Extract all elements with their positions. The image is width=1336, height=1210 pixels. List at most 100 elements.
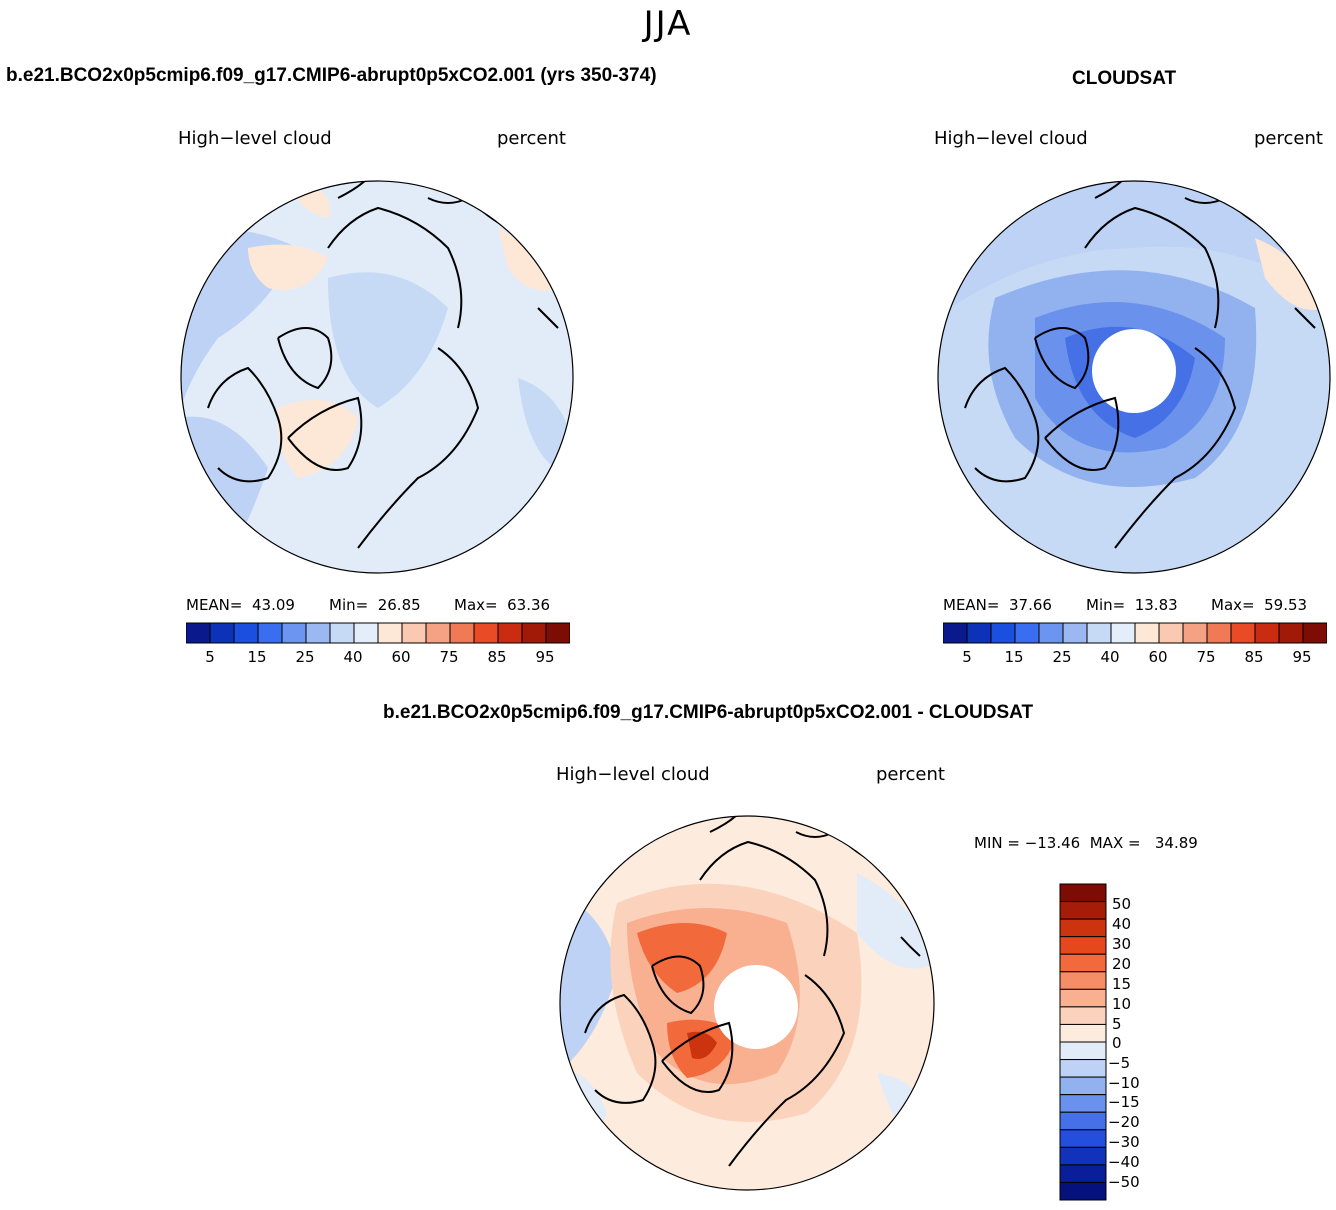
panel1-variable-label: High−level cloud <box>178 128 332 149</box>
colorbar-swatch <box>233 622 259 644</box>
colorbar-swatch <box>545 622 570 644</box>
colorbar-label: 5 <box>962 648 972 666</box>
map1-warm-patch <box>277 400 358 478</box>
colorbar-label: −5 <box>1108 1054 1131 1072</box>
colorbar-label: 85 <box>487 648 507 666</box>
map3-warm-patch <box>687 1031 717 1059</box>
colorbar-swatch <box>943 622 968 644</box>
panel2-max: Max= 59.53 <box>1211 596 1308 614</box>
map-panel2 <box>937 180 1331 574</box>
colorbar-swatch <box>1278 622 1304 644</box>
colorbar-swatch <box>401 622 427 644</box>
colorbar-swatch <box>1059 1146 1107 1166</box>
colorbar-swatch <box>353 622 379 644</box>
colorbar-swatch <box>1302 622 1327 644</box>
panel3-case-title: b.e21.BCO2x0p5cmip6.f09_g17.CMIP6-abrupt… <box>383 702 1034 723</box>
panel1-min: Min= 26.85 <box>329 596 421 614</box>
colorbar-label: 95 <box>535 648 555 666</box>
colorbar-label: −50 <box>1108 1173 1140 1191</box>
colorbar-swatch <box>1062 622 1088 644</box>
colorbar-panel1-labels: 5 15 25 40 60 75 85 95 <box>186 648 570 670</box>
colorbar-label: −10 <box>1108 1074 1140 1092</box>
colorbar-swatch <box>1059 1094 1107 1113</box>
panel2-case-title: CLOUDSAT <box>1072 68 1177 89</box>
map2-field-patch <box>938 181 1330 318</box>
panel1-case-title: b.e21.BCO2x0p5cmip6.f09_g17.CMIP6-abrupt… <box>6 65 657 86</box>
colorbar-swatch <box>1059 918 1107 938</box>
map2-coastlines <box>964 181 1316 549</box>
colorbar-panel3-labels: 50 40 30 20 15 10 5 0 −5 −10 −15 −20 −30… <box>1108 895 1172 1195</box>
colorbar-swatch <box>1059 1041 1107 1061</box>
colorbar-swatch <box>209 622 235 644</box>
colorbar-swatch <box>1230 622 1256 644</box>
map1-warm-patch <box>498 228 558 291</box>
map3-border <box>559 815 935 1191</box>
map2-missing-data-hole <box>1092 329 1176 413</box>
colorbar-panel2-labels: 5 15 25 40 60 75 85 95 <box>943 648 1327 670</box>
colorbar-label: 40 <box>1112 915 1132 933</box>
colorbar-swatch <box>1134 622 1160 644</box>
colorbar-swatch <box>1182 622 1208 644</box>
map-panel3 <box>559 815 935 1191</box>
colorbar-label: 85 <box>1244 648 1264 666</box>
colorbar-label: 5 <box>205 648 215 666</box>
colorbar-label: 75 <box>439 648 459 666</box>
map2-warm-patch <box>1265 181 1297 228</box>
colorbar-label: −15 <box>1108 1093 1140 1111</box>
colorbar-swatch <box>186 622 211 644</box>
map-panel1 <box>180 180 574 574</box>
colorbar-swatch <box>329 622 355 644</box>
colorbar-swatch <box>425 622 451 644</box>
colorbar-label: 60 <box>391 648 411 666</box>
colorbar-label: 75 <box>1196 648 1216 666</box>
panel1-mean: MEAN= 43.09 <box>186 596 295 614</box>
map1-warm-patch <box>248 244 328 290</box>
panel3-variable-label: High−level cloud <box>556 764 710 785</box>
page-title: JJA <box>643 4 693 44</box>
map1-field-patch <box>328 272 448 408</box>
panel2-min: Min= 13.83 <box>1086 596 1178 614</box>
colorbar-swatch <box>1059 971 1107 990</box>
colorbar-label: 10 <box>1112 995 1132 1013</box>
colorbar-swatch <box>1059 1181 1107 1201</box>
map1-border <box>180 180 574 574</box>
colorbar-swatch <box>305 622 331 644</box>
colorbar-swatch <box>1014 622 1040 644</box>
colorbar-label: 15 <box>247 648 267 666</box>
colorbar-swatch <box>1086 622 1112 644</box>
colorbar-label: 0 <box>1112 1034 1122 1052</box>
map2-border <box>937 180 1331 574</box>
colorbar-label: 20 <box>1112 955 1132 973</box>
colorbar-swatch <box>1059 1023 1107 1043</box>
colorbar-swatch <box>1158 622 1184 644</box>
colorbar-swatch <box>1038 622 1064 644</box>
colorbar-swatch <box>449 622 475 644</box>
colorbar-swatch <box>1059 1059 1107 1078</box>
map1-coastlines <box>207 181 559 549</box>
colorbar-swatch <box>1059 883 1107 903</box>
colorbar-swatch <box>1059 1164 1107 1183</box>
colorbar-swatch <box>1059 953 1107 973</box>
panel1-units-label: percent <box>497 128 566 149</box>
colorbar-swatch <box>1059 901 1107 920</box>
panel2-variable-label: High−level cloud <box>934 128 1088 149</box>
map3-warm-patch <box>637 923 727 993</box>
colorbar-label: 30 <box>1112 935 1132 953</box>
colorbar-panel2 <box>943 622 1327 644</box>
colorbar-panel3 <box>1059 883 1107 1201</box>
colorbar-swatch <box>257 622 283 644</box>
colorbar-label: 25 <box>1052 648 1072 666</box>
panel2-mean: MEAN= 37.66 <box>943 596 1052 614</box>
colorbar-swatch <box>377 622 403 644</box>
colorbar-label: −20 <box>1108 1113 1140 1131</box>
colorbar-label: 60 <box>1148 648 1168 666</box>
colorbar-label: 40 <box>343 648 363 666</box>
panel3-minmax: MIN = −13.46 MAX = 34.89 <box>974 834 1198 852</box>
colorbar-swatch <box>1059 1129 1107 1148</box>
colorbar-label: 15 <box>1112 975 1132 993</box>
colorbar-label: 25 <box>295 648 315 666</box>
colorbar-swatch <box>473 622 499 644</box>
map3-cool-patch <box>857 873 934 969</box>
colorbar-swatch <box>966 622 992 644</box>
colorbar-swatch <box>521 622 547 644</box>
